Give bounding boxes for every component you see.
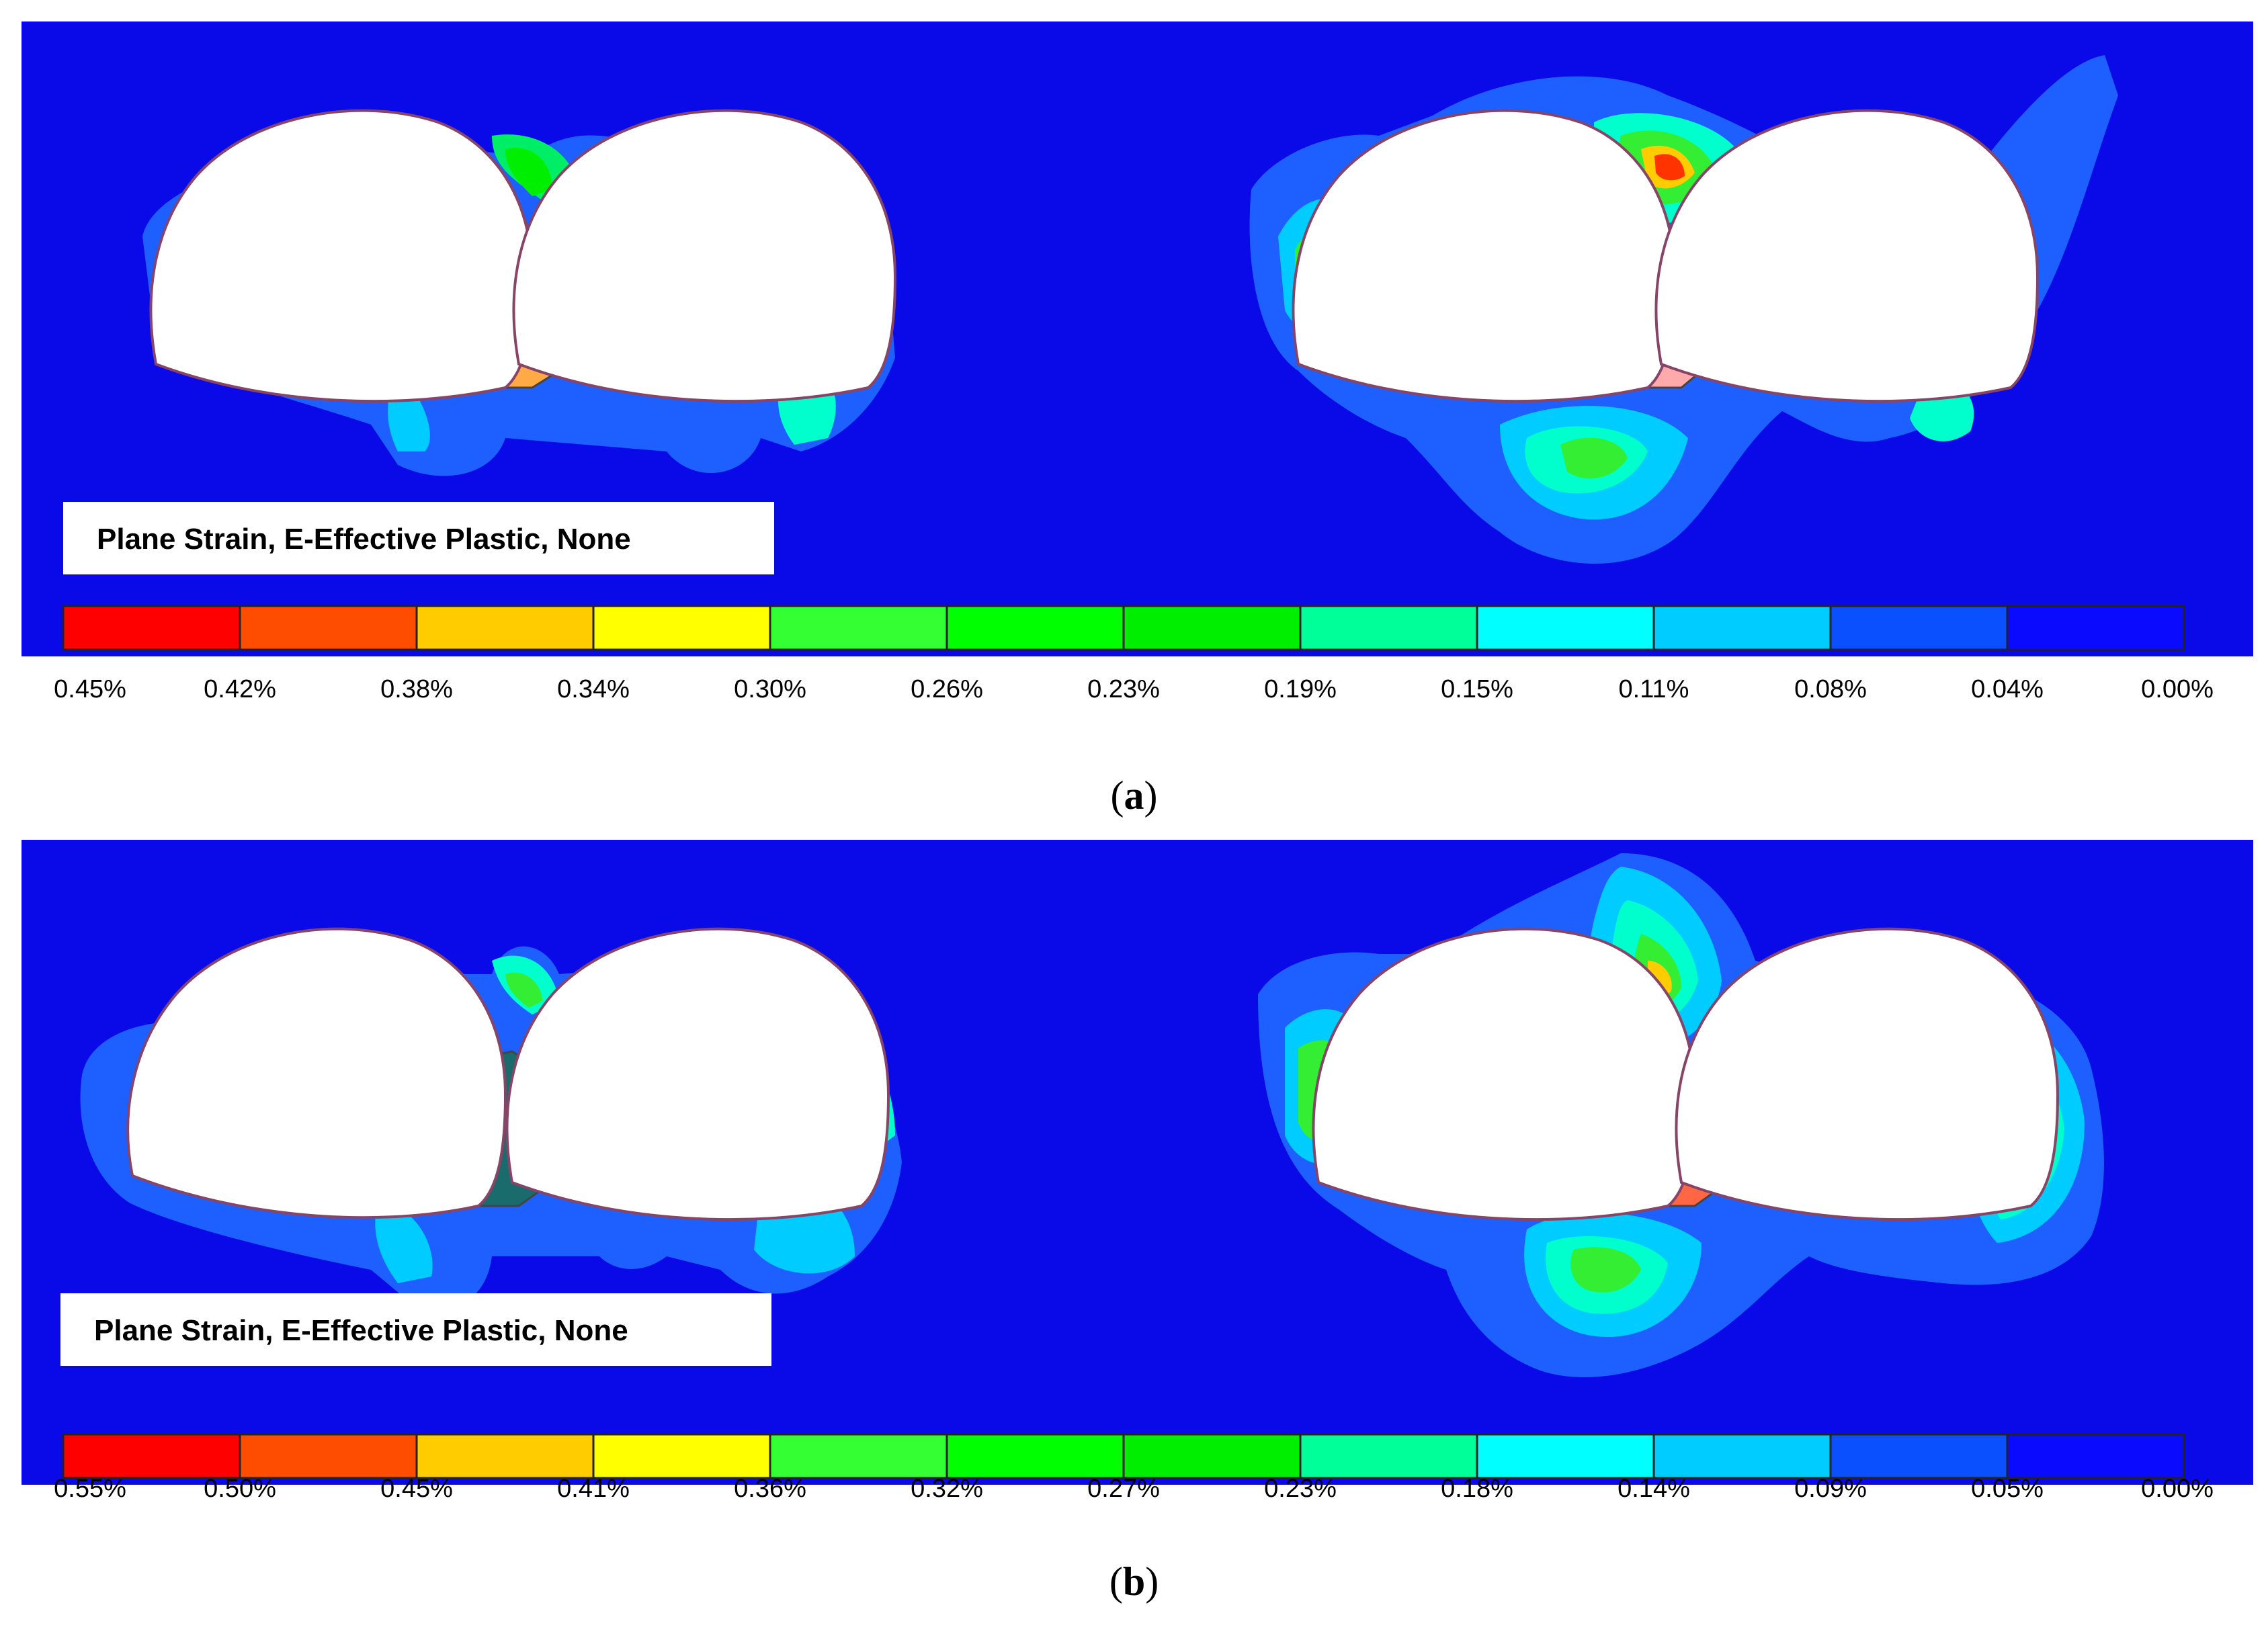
contour-plot-a: Plane Strain, E-Effective Plastic, None: [22, 21, 2253, 656]
tick-label: 0.27%: [1087, 1475, 1160, 1503]
tick-label: 0.14%: [1618, 1475, 1690, 1503]
ramp-swatch: [62, 1433, 241, 1479]
ramp-swatch: [1829, 605, 2009, 651]
ramp-swatch: [1476, 1433, 1655, 1479]
legend-box-a: [63, 502, 774, 574]
color-ramp-b: [62, 1433, 2185, 1479]
tick-label: 0.32%: [911, 1475, 983, 1503]
tick-label: 0.15%: [1441, 675, 1513, 703]
ramp-swatch: [415, 1433, 595, 1479]
tick-labels-a: 0.45% 0.42% 0.38% 0.34% 0.30% 0.26% 0.23% 0.19%…: [0, 675, 2268, 716]
tick-label: 0.55%: [54, 1475, 126, 1503]
tick-label: 0.00%: [2141, 1475, 2214, 1503]
tick-label: 0.09%: [1794, 1475, 1867, 1503]
caption-b: (b): [1109, 1559, 1159, 1604]
ramp-swatch: [2006, 1433, 2185, 1479]
ramp-swatch: [946, 605, 1125, 651]
tick-label: 0.23%: [1087, 675, 1160, 703]
tick-label: 0.38%: [380, 675, 453, 703]
tunnel-openings-b: [126, 927, 2060, 1221]
tick-label: 0.30%: [734, 675, 806, 703]
legend-box-text-a: Plane Strain, E-Effective Plastic, None: [97, 523, 631, 556]
ramp-swatch: [1122, 1433, 1302, 1479]
color-ramp-a: [62, 605, 2185, 651]
caption-a: (a): [1110, 773, 1158, 818]
ramp-swatch: [592, 605, 771, 651]
ramp-swatch: [1299, 1433, 1478, 1479]
ramp-swatch: [1476, 605, 1655, 651]
contour-plot-b: Plane Strain, E-Effective Plastic, None: [22, 840, 2253, 1485]
ramp-swatch: [239, 1433, 418, 1479]
tick-label: 0.19%: [1264, 675, 1337, 703]
ramp-swatch: [2006, 605, 2185, 651]
tick-label: 0.26%: [911, 675, 983, 703]
tick-label: 0.36%: [734, 1475, 806, 1503]
ramp-swatch: [769, 1433, 948, 1479]
tick-label: 0.00%: [2141, 675, 2214, 703]
tick-label: 0.08%: [1794, 675, 1867, 703]
tick-label: 0.18%: [1441, 1475, 1513, 1503]
tick-label: 0.11%: [1618, 675, 1689, 703]
ramp-swatch: [946, 1433, 1125, 1479]
panel-a: Plane Strain, E-Effective Plastic, None …: [0, 0, 2268, 820]
ramp-swatch: [62, 605, 241, 651]
ramp-swatch: [1652, 605, 1832, 651]
tunnel-openings-a: [149, 109, 2040, 403]
tick-label: 0.42%: [204, 675, 276, 703]
ramp-swatch: [1652, 1433, 1832, 1479]
tick-label: 0.45%: [380, 1475, 453, 1503]
tick-label: 0.34%: [557, 675, 630, 703]
tick-labels-b: 0.55% 0.50% 0.45% 0.41% 0.36% 0.32% 0.27% 0.23%…: [0, 1475, 2268, 1515]
ramp-swatch: [1299, 605, 1478, 651]
ramp-swatch: [1829, 1433, 2009, 1479]
tick-label: 0.05%: [1971, 1475, 2044, 1503]
tick-label: 0.41%: [557, 1475, 630, 1503]
tick-label: 0.50%: [204, 1475, 276, 1503]
panel-b: Plane Strain, E-Effective Plastic, None …: [0, 820, 2268, 1646]
legend-box-text-b: Plane Strain, E-Effective Plastic, None: [94, 1314, 628, 1347]
ramp-swatch: [239, 605, 418, 651]
tick-label: 0.04%: [1971, 675, 2044, 703]
legend-box-b: [60, 1293, 771, 1366]
tick-label: 0.45%: [54, 675, 126, 703]
ramp-swatch: [1122, 605, 1302, 651]
ramp-swatch: [769, 605, 948, 651]
ramp-swatch: [415, 605, 595, 651]
tick-label: 0.23%: [1264, 1475, 1337, 1503]
ramp-swatch: [592, 1433, 771, 1479]
